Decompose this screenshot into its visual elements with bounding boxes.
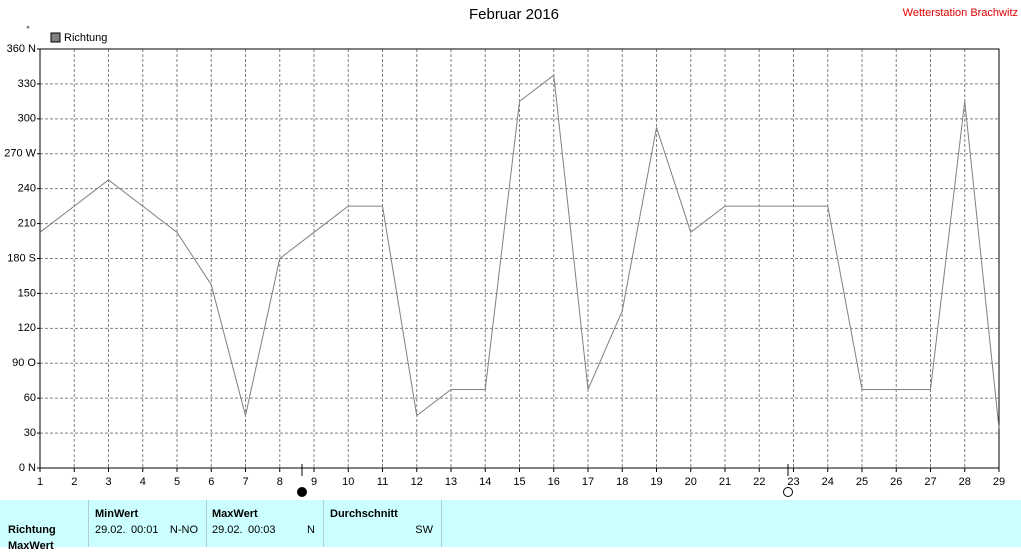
x-tick-label: 26 (890, 476, 902, 488)
x-tick-label: 19 (650, 476, 662, 488)
y-tick-label: 240 (18, 183, 36, 195)
y-tick-label: 0 N (19, 462, 36, 474)
summary-table: Richtung MaxWert MinWert 29.02. 00:01 N-… (0, 500, 1021, 552)
x-tick-label: 9 (311, 476, 317, 488)
chart-title: Februar 2016 (469, 6, 559, 23)
x-tick-label: 16 (548, 476, 560, 488)
station-name: Wetterstation Brachwitz (903, 7, 1018, 19)
row-label: MaxWert (8, 540, 54, 552)
legend-swatch (50, 32, 61, 43)
y-tick-label: 60 (24, 392, 36, 404)
x-tick-label: 11 (377, 476, 388, 488)
y-tick-label: 180 S (7, 252, 36, 264)
x-tick-label: 3 (105, 476, 111, 488)
avg-cell: Durchschnitt SW (324, 500, 442, 547)
x-tick-label: 24 (822, 476, 834, 488)
x-tick-label: 21 (719, 476, 731, 488)
x-tick-label: 12 (411, 476, 423, 488)
x-tick-label: 8 (277, 476, 283, 488)
time: 00:01 (131, 524, 159, 536)
new-moon (783, 487, 793, 497)
x-tick-label: 18 (616, 476, 628, 488)
x-tick-label: 20 (685, 476, 697, 488)
value: N-NO (169, 524, 198, 536)
y-tick-label: 210 (18, 217, 36, 229)
row-label: Richtung (8, 524, 56, 536)
legend-label: Richtung (64, 32, 107, 44)
date: 29.02. (212, 524, 243, 536)
x-tick-label: 2 (71, 476, 77, 488)
column-header: Durchschnitt (330, 508, 398, 520)
date: 29.02. (95, 524, 126, 536)
y-tick-label: 120 (18, 322, 36, 334)
y-tick-label: 90 O (12, 357, 36, 369)
y-unit: ° (26, 24, 30, 34)
x-tick-label: 14 (479, 476, 491, 488)
x-tick-label: 22 (753, 476, 765, 488)
time: 00:03 (248, 524, 276, 536)
x-tick-label: 23 (787, 476, 799, 488)
y-tick-label: 30 (24, 427, 36, 439)
x-tick-label: 29 (993, 476, 1005, 488)
x-tick-label: 27 (924, 476, 936, 488)
x-tick-label: 5 (174, 476, 180, 488)
chart: Februar 2016 Wetterstation Brachwitz ° R… (4, 6, 1018, 497)
x-tick-label: 10 (342, 476, 354, 488)
x-tick-label: 1 (37, 476, 43, 488)
row-label-cell: Richtung MaxWert (0, 500, 89, 552)
column-header: MinWert (95, 508, 139, 520)
x-tick-label: 17 (582, 476, 594, 488)
y-tick-label: 330 (18, 78, 36, 90)
full-moon (297, 487, 307, 497)
x-tick-label: 15 (513, 476, 525, 488)
plot-frame (39, 48, 1000, 469)
y-tick-label: 300 (18, 113, 36, 125)
x-tick-label: 25 (856, 476, 868, 488)
x-tick-label: 6 (208, 476, 214, 488)
line (39, 74, 1000, 429)
value: SW (415, 524, 433, 536)
column-header: MaxWert (212, 508, 258, 520)
max-cell: MaxWert 29.02. 00:03 N (206, 500, 324, 547)
x-tick-label: 7 (242, 476, 248, 488)
x-tick-label: 28 (959, 476, 971, 488)
x-tick-label: 4 (140, 476, 146, 488)
x-tick-label: 13 (445, 476, 457, 488)
min-cell: MinWert 29.02. 00:01 N-NO (88, 500, 207, 547)
y-tick-label: 150 (18, 287, 36, 299)
value: N (307, 524, 315, 536)
y-tick-label: 360 N (7, 43, 36, 55)
y-tick-label: 270 W (4, 148, 36, 160)
